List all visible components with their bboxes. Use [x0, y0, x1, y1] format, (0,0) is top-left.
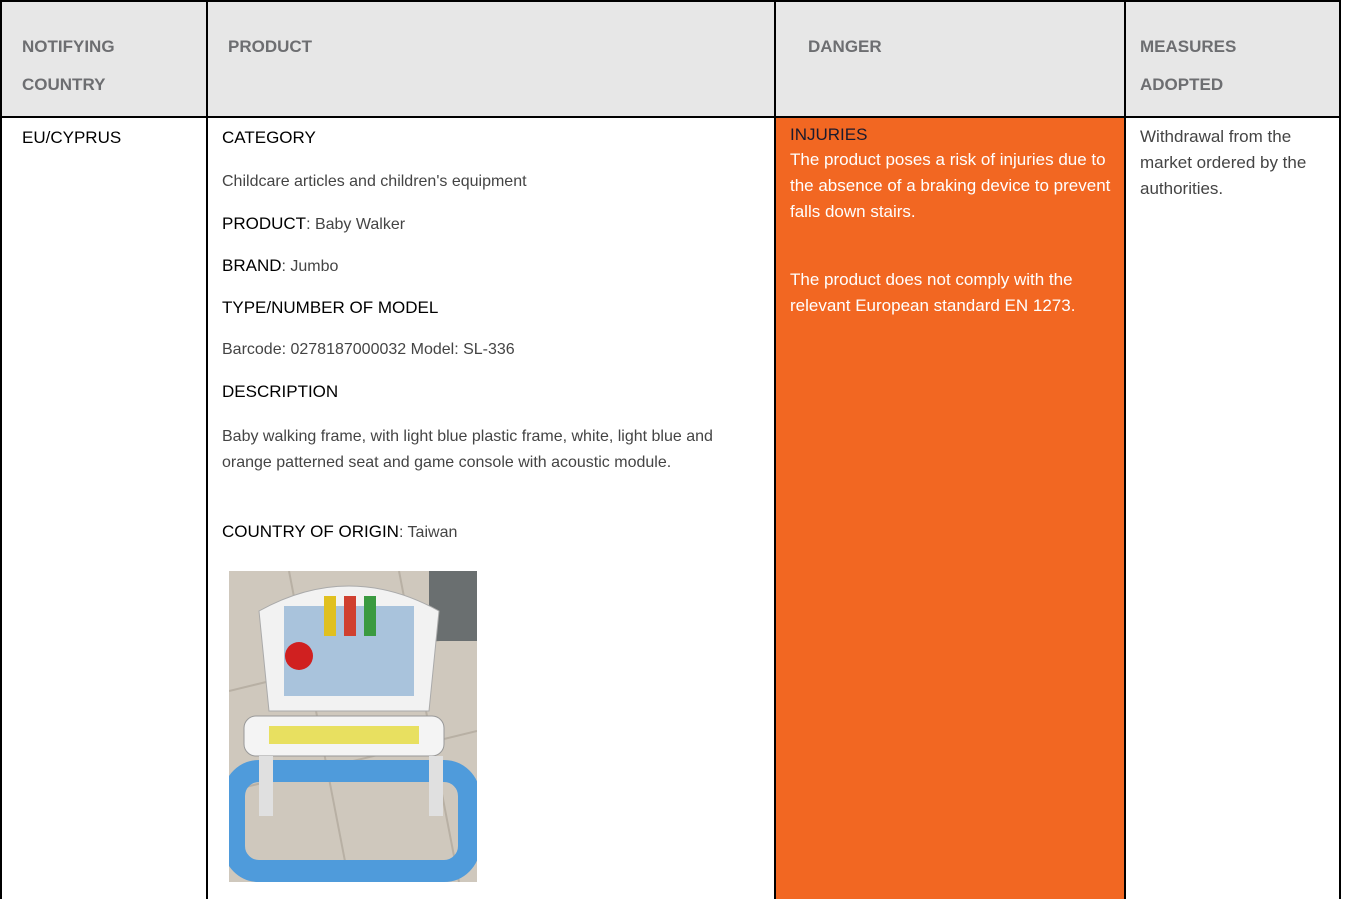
- header-bg: [1, 1, 1340, 117]
- header-cell: DANGER: [808, 37, 882, 56]
- header-cell: MEASURES ADOPTED: [1140, 37, 1237, 94]
- text: : Taiwan: [398, 524, 458, 541]
- product-photo: [229, 571, 477, 882]
- border-col: [774, 0, 776, 899]
- danger-text: The product does not comply with the rel…: [790, 270, 1076, 315]
- text: Baby walking frame, with light blue plas…: [222, 428, 713, 471]
- danger-title: INJURIES: [790, 125, 868, 144]
- label: DESCRIPTION: [222, 382, 339, 401]
- label: TYPE/NUMBER OF MODEL: [222, 298, 439, 317]
- danger-bg: [775, 118, 1125, 899]
- border-right: [1339, 0, 1341, 899]
- label: BRAND: [222, 256, 282, 275]
- measures: Withdrawal from the market ordered by th…: [1140, 127, 1307, 198]
- header-cell: NOTIFYING COUNTRY: [22, 37, 115, 94]
- border-col: [206, 0, 208, 899]
- header-cell: PRODUCT: [228, 37, 313, 56]
- label: CATEGORY: [222, 128, 316, 147]
- text: : Baby Walker: [306, 216, 406, 233]
- text: Barcode: 0278187000032 Model: SL-336: [222, 341, 515, 358]
- text: : Jumbo: [281, 258, 339, 275]
- danger-text: The product poses a risk of injuries due…: [790, 150, 1111, 221]
- label: COUNTRY OF ORIGIN: [222, 522, 399, 541]
- border-header: [0, 116, 1341, 118]
- border-top: [0, 0, 1341, 2]
- country: EU/CYPRUS: [22, 128, 122, 147]
- text: Childcare articles and children's equipm…: [222, 173, 527, 190]
- label: PRODUCT: [222, 214, 307, 233]
- border-left: [0, 0, 2, 899]
- border-col: [1124, 0, 1126, 899]
